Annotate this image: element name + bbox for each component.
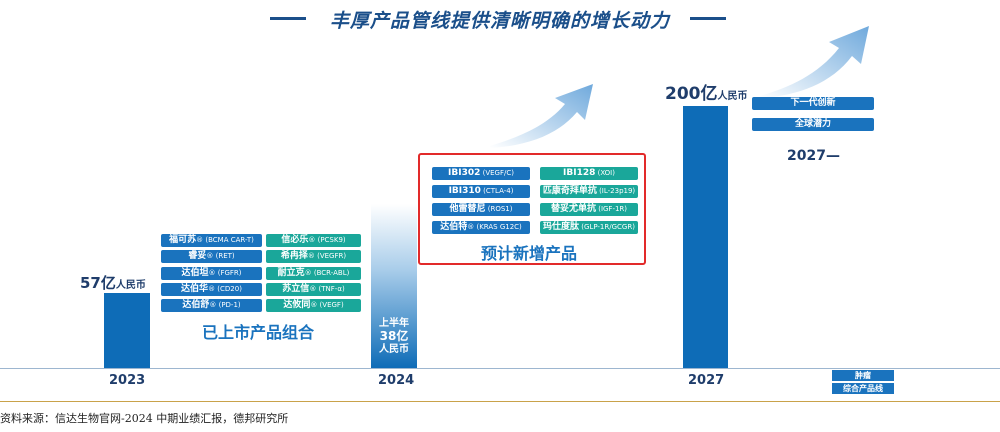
source-note: 资料来源：信达生物官网-2024 中期业绩汇报，德邦研究所: [0, 412, 289, 425]
x-tick-label: 2027: [688, 373, 725, 388]
new-left-item: IBI310 (CTLA-4): [432, 185, 530, 198]
future-period-label: 2027—: [787, 148, 840, 164]
marketed-left-item: 达伯舒® (PD-1): [161, 299, 262, 313]
x-axis: [0, 368, 1000, 369]
bar-2023: [104, 293, 150, 368]
footer-divider: [0, 401, 1000, 402]
value-label-2024: 上半年 38亿 人民币: [379, 318, 409, 355]
marketed-left-item: 达伯坦® (FGFR): [161, 266, 262, 280]
new-left-item: 他雷替尼 (ROS1): [432, 203, 530, 216]
marketed-right-item: 达攸同® (VEGF): [266, 299, 361, 313]
title-dash-right: [690, 17, 726, 20]
new-products-box: [418, 153, 646, 265]
marketed-right-item: 耐立克® (BCR-ABL): [266, 266, 361, 280]
marketed-group-label: 已上市产品组合: [202, 323, 315, 342]
x-tick-label: 2023: [109, 373, 146, 388]
future-item-next-gen: 下一代创新: [752, 97, 874, 110]
growth-arrow-icon: [760, 26, 869, 98]
value-label-2023: 57亿人民币: [80, 274, 146, 292]
marketed-left-item: 睿妥® (RET): [161, 250, 262, 264]
new-products-label: 预计新增产品: [481, 244, 578, 263]
title-dash-left: [270, 17, 306, 20]
marketed-right-item: 苏立信® (TNF-α): [266, 282, 361, 296]
x-tick-label: 2024: [378, 373, 415, 388]
growth-arrow-icon: [490, 84, 593, 148]
new-right-item: 玛仕度肽 (GLP-1R/GCGR): [540, 221, 638, 234]
new-right-item: 匹康奇拜单抗 (IL-23p19): [540, 185, 638, 198]
bar-2027: [683, 106, 728, 368]
marketed-left-item: 福可苏® (BCMA CAR-T): [161, 234, 262, 247]
future-item-global: 全球潜力: [752, 118, 874, 131]
marketed-left-item: 达伯华® (CD20): [161, 282, 262, 296]
value-label-2027: 200亿人民币: [665, 84, 748, 104]
bar-2024: [371, 204, 417, 368]
new-left-item: IBI302 (VEGF/C): [432, 167, 530, 180]
marketed-right-item: 信必乐® (PCSK9): [266, 234, 361, 247]
new-left-item: 达伯特® (KRAS G12C): [432, 221, 530, 234]
chart-title: 丰厚产品管线提供清晰明确的增长动力: [329, 10, 670, 32]
marketed-right-item: 希冉择® (VEGFR): [266, 250, 361, 264]
legend-item-comprehensive: 综合产品线: [832, 383, 894, 394]
legend-item-oncology: 肿瘤: [832, 370, 894, 381]
new-right-item: IBI128 (XOI): [540, 167, 638, 180]
new-right-item: 替妥尤单抗 (IGF-1R): [540, 203, 638, 216]
